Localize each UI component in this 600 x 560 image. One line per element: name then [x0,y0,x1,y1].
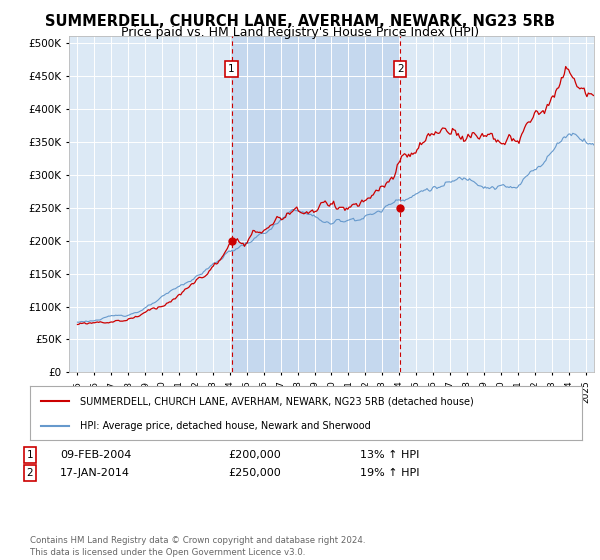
Text: HPI: Average price, detached house, Newark and Sherwood: HPI: Average price, detached house, Newa… [80,421,370,431]
Text: Price paid vs. HM Land Registry's House Price Index (HPI): Price paid vs. HM Land Registry's House … [121,26,479,39]
Text: £200,000: £200,000 [228,450,281,460]
Text: Contains HM Land Registry data © Crown copyright and database right 2024.
This d: Contains HM Land Registry data © Crown c… [30,536,365,557]
Text: 1: 1 [26,450,34,460]
Text: 09-FEB-2004: 09-FEB-2004 [60,450,131,460]
Text: 2: 2 [397,64,403,74]
Bar [232,36,400,372]
Text: 1: 1 [228,64,235,74]
Text: SUMMERDELL, CHURCH LANE, AVERHAM, NEWARK, NG23 5RB: SUMMERDELL, CHURCH LANE, AVERHAM, NEWARK… [45,14,555,29]
Text: 19% ↑ HPI: 19% ↑ HPI [360,468,419,478]
Text: 2: 2 [26,468,34,478]
Text: SUMMERDELL, CHURCH LANE, AVERHAM, NEWARK, NG23 5RB (detached house): SUMMERDELL, CHURCH LANE, AVERHAM, NEWARK… [80,396,473,407]
Text: £250,000: £250,000 [228,468,281,478]
Text: 13% ↑ HPI: 13% ↑ HPI [360,450,419,460]
Text: 17-JAN-2014: 17-JAN-2014 [60,468,130,478]
